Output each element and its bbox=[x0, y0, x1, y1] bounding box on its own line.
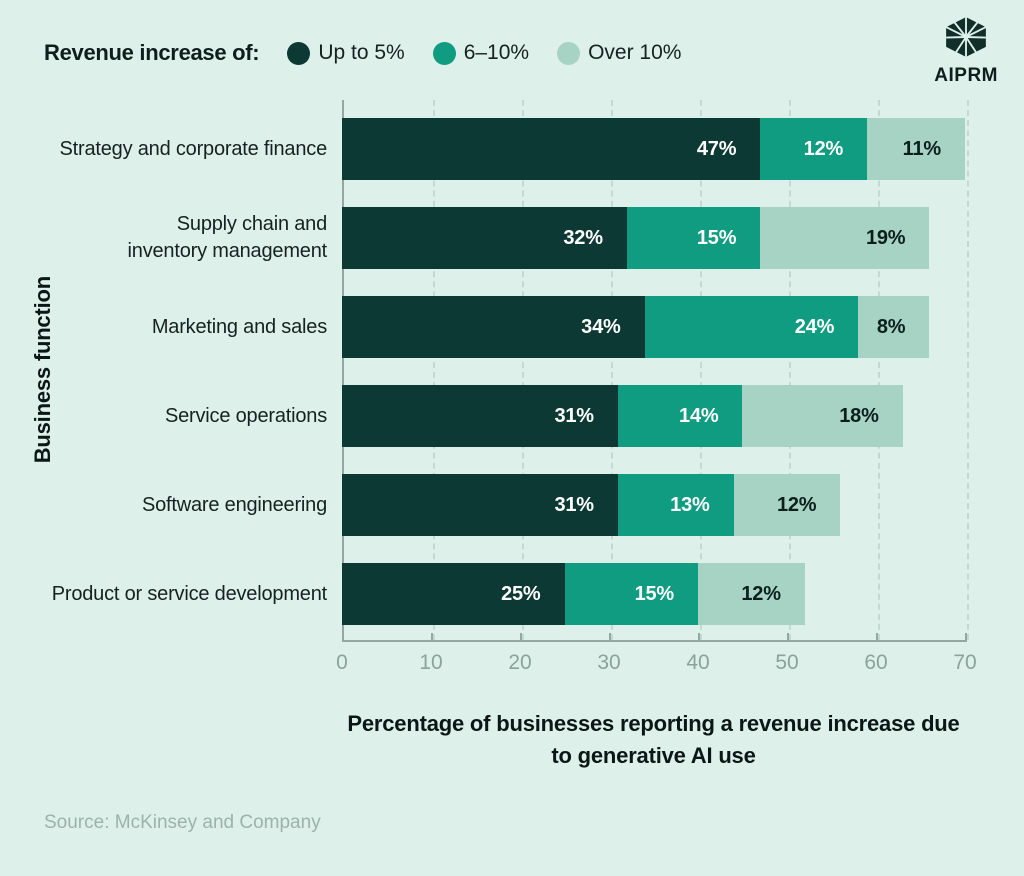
aiprm-logo: AIPRM bbox=[934, 16, 998, 87]
bar-value-label: 34% bbox=[581, 315, 621, 338]
bar-segment: 34% bbox=[342, 296, 645, 358]
bar-segment: 12% bbox=[698, 563, 805, 625]
gridline bbox=[433, 100, 435, 640]
bar-segment: 19% bbox=[760, 207, 930, 269]
bar-value-label: 47% bbox=[696, 137, 737, 160]
x-axis-tick bbox=[876, 633, 878, 642]
bar-row: 31% 13% 12% bbox=[342, 474, 965, 536]
x-axis-tick-label: 20 bbox=[508, 651, 532, 674]
bar-segment: 15% bbox=[626, 207, 761, 269]
bar-value-label: 18% bbox=[839, 404, 879, 427]
bar-value-label: 24% bbox=[794, 315, 835, 338]
bar-segment: 18% bbox=[742, 385, 903, 447]
bar-rows: 47% 12% 11% 32% 15% 19% 34% 24% 8% 31% 14% 18% 31% 13… bbox=[342, 118, 965, 640]
bar-value-label: 12% bbox=[803, 137, 844, 160]
bar-segment: 13% bbox=[617, 474, 734, 536]
category-label: Strategy and corporate finance bbox=[59, 137, 327, 160]
bar-segment: 31% bbox=[342, 385, 618, 447]
source-credit: Source: McKinsey and Company bbox=[44, 812, 321, 833]
bar-row: 31% 14% 18% bbox=[342, 385, 965, 447]
aiprm-cube-icon bbox=[943, 16, 989, 63]
bar-value-label: 12% bbox=[741, 582, 781, 605]
gridline bbox=[700, 100, 702, 640]
category-label: Supply chain and inventory management bbox=[127, 213, 328, 262]
bar-value-label: 15% bbox=[634, 582, 675, 605]
bar-segment: 8% bbox=[858, 296, 930, 358]
bar-value-label: 32% bbox=[563, 226, 603, 249]
x-axis-tick bbox=[787, 633, 789, 642]
x-axis-tick bbox=[342, 633, 344, 642]
x-axis-tick bbox=[965, 633, 967, 642]
x-axis-tick-label: 0 bbox=[336, 651, 348, 674]
bar-value-label: 31% bbox=[554, 404, 594, 427]
bar-row: 47% 12% 11% bbox=[342, 118, 965, 180]
legend-swatch-light-icon bbox=[557, 41, 581, 65]
bar-row: 32% 15% 19% bbox=[342, 207, 965, 269]
bar-value-label: 11% bbox=[902, 137, 942, 160]
x-axis-title: Percentage of businesses reporting a rev… bbox=[347, 711, 960, 768]
bar-value-label: 19% bbox=[865, 226, 906, 249]
bar-segment: 14% bbox=[617, 385, 743, 447]
legend-item-up-to-5: Up to 5% bbox=[287, 41, 405, 65]
gridline bbox=[522, 100, 524, 640]
legend-title: Revenue increase of: bbox=[44, 40, 260, 65]
bar-segment: 12% bbox=[733, 474, 841, 536]
category-label: Service operations bbox=[164, 404, 327, 427]
bar-segment: 11% bbox=[867, 118, 965, 180]
bar-value-label: 12% bbox=[776, 493, 817, 516]
gridline bbox=[789, 100, 791, 640]
category-labels: Strategy and corporate finance Supply cha… bbox=[0, 118, 327, 640]
bar-segment: 31% bbox=[342, 474, 618, 536]
x-axis-tick bbox=[520, 633, 522, 642]
gridline bbox=[967, 100, 969, 640]
legend-item-over-10: Over 10% bbox=[557, 41, 681, 65]
legend-swatch-dark-icon bbox=[287, 41, 311, 65]
bar-row: 25% 15% 12% bbox=[342, 563, 965, 625]
legend-item-6-10: 6–10% bbox=[432, 41, 530, 65]
x-axis-tick-label: 70 bbox=[953, 651, 977, 674]
x-axis: 0 10 20 30 40 50 60 70 bbox=[336, 633, 977, 674]
bar-segment: 25% bbox=[342, 563, 565, 625]
bar-value-label: 14% bbox=[679, 404, 719, 427]
bar-value-label: 31% bbox=[554, 493, 594, 516]
x-axis-tick bbox=[698, 633, 700, 642]
legend-item-label: 6–10% bbox=[463, 41, 530, 64]
legend: Revenue increase of: Up to 5% 6–10% Over… bbox=[44, 40, 681, 66]
bar-value-label: 13% bbox=[670, 493, 710, 516]
plot-area bbox=[342, 100, 969, 640]
x-axis-tick-label: 60 bbox=[864, 651, 888, 674]
legend-item-label: Up to 5% bbox=[318, 41, 405, 64]
bar-segment: 32% bbox=[342, 207, 627, 269]
category-label: Software engineering bbox=[141, 493, 327, 516]
gridline bbox=[611, 100, 613, 640]
bar-segment: 15% bbox=[564, 563, 698, 625]
category-label: Marketing and sales bbox=[151, 315, 327, 338]
legend-swatch-medium-icon bbox=[432, 41, 456, 65]
bar-segment: 12% bbox=[760, 118, 868, 180]
x-axis-tick-label: 30 bbox=[597, 651, 621, 674]
bar-value-label: 8% bbox=[876, 315, 906, 338]
x-axis-tick bbox=[609, 633, 611, 642]
bar-value-label: 15% bbox=[696, 226, 737, 249]
bar-row: 34% 24% 8% bbox=[342, 296, 965, 358]
bar-segment: 24% bbox=[644, 296, 859, 358]
x-axis-tick-label: 50 bbox=[775, 651, 799, 674]
aiprm-logo-text: AIPRM bbox=[934, 65, 998, 86]
bar-value-label: 25% bbox=[501, 582, 541, 605]
category-label: Product or service development bbox=[51, 582, 327, 605]
x-axis-tick-label: 40 bbox=[686, 651, 710, 674]
gridline bbox=[878, 100, 880, 640]
x-axis-tick-label: 10 bbox=[419, 651, 443, 674]
bar-segment: 47% bbox=[342, 118, 761, 180]
x-axis-tick bbox=[431, 633, 433, 642]
legend-item-label: Over 10% bbox=[588, 41, 682, 64]
